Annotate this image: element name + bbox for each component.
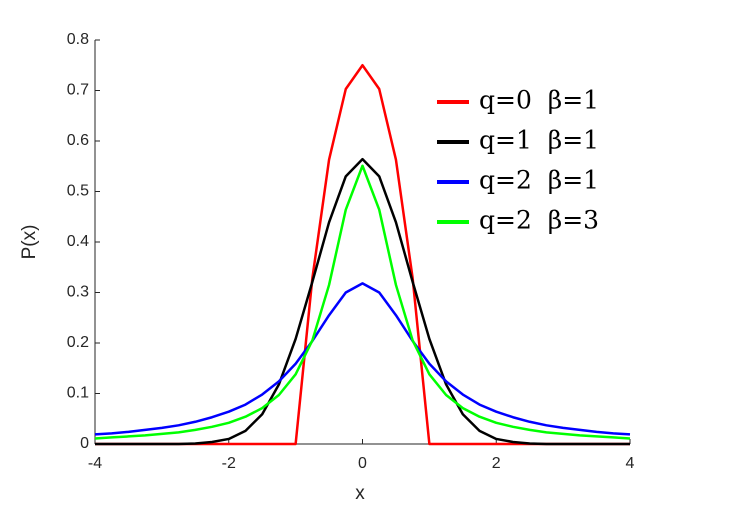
y-tick-label: 0 [80,435,89,452]
y-tick-label: 0.4 [67,233,89,250]
x-tick-label: 2 [492,455,501,472]
x-tick-label: 4 [626,455,635,472]
y-tick-label: 0.2 [67,334,89,351]
y-tick-label: 0.3 [67,284,89,301]
x-tick-label: -2 [222,455,236,472]
y-tick-label: 0.5 [67,183,89,200]
legend-label: q=0 β=1 [479,86,599,115]
legend-label: q=2 β=1 [479,166,599,195]
legend-label: q=2 β=3 [479,206,599,235]
x-tick-label: 0 [358,455,367,472]
series-line [94,164,631,440]
y-tick-label: 0.7 [67,82,89,99]
legend-label: q=1 β=1 [479,126,599,155]
y-axis-label: P(x) [19,225,40,260]
x-tick-label: -4 [88,455,102,472]
x-axis-label: x [355,483,365,504]
y-tick-label: 0.6 [67,132,89,149]
y-tick-label: 0.8 [67,31,89,48]
series-line [94,282,631,436]
series-line [95,157,630,446]
series-line [95,64,630,446]
y-tick-label: 0.1 [67,385,89,402]
